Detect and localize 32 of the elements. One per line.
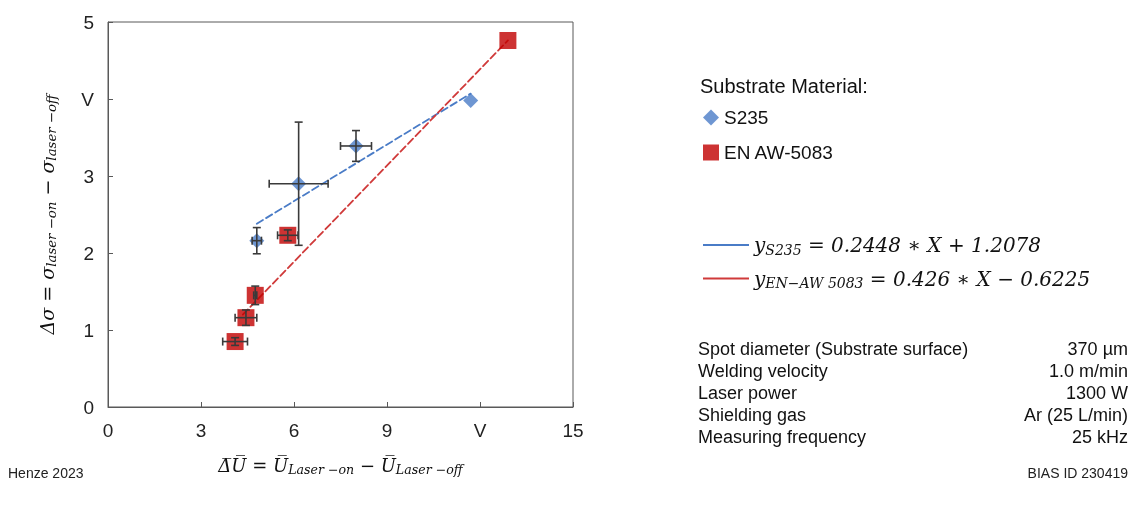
x-tick-label: 0 (102, 420, 114, 441)
text: 25 kHz (1071, 427, 1129, 447)
text: Henze 2023 (8, 465, 84, 481)
y-tick-label: 3 (83, 165, 94, 187)
y-tick-label: V (81, 88, 95, 110)
text: Shielding gas (698, 405, 807, 425)
y-tick-label: 5 (83, 11, 94, 33)
x-tick-label: 3 (195, 420, 207, 441)
x-tick-label: 15 (562, 420, 584, 441)
y-tick-label: 0 (83, 396, 94, 418)
x-tick-label: 9 (381, 420, 393, 441)
text: 1300 W (1065, 383, 1129, 403)
text: 1.0 m/min (1048, 361, 1129, 381)
y-tick-label: 1 (83, 319, 94, 341)
x-tick-label: V (473, 420, 487, 441)
legend-label: S235 (724, 107, 769, 128)
text: Welding velocity (698, 361, 828, 381)
text: Measuring frequency (698, 427, 867, 447)
point (499, 31, 517, 49)
x-tick-label: 6 (288, 420, 300, 441)
legend-title: Substrate Material: (700, 75, 868, 97)
legend-label: yEN−AW 5083 = 0.426 ∗ X − 0.6225 (753, 266, 1091, 291)
point (463, 93, 479, 109)
text: 370 µm (1067, 339, 1129, 359)
text: Laser power (698, 383, 798, 403)
text: Spot diameter (Substrate surface) (698, 339, 969, 359)
y-axis-title: Δσ = σlaser −on − σlaser −off (36, 92, 59, 336)
text: Ar (25 L/min) (1023, 405, 1128, 425)
text: BIAS ID 230419 (1027, 465, 1129, 481)
legend-label: yS235 = 0.2448 ∗ X + 1.2078 (753, 233, 1042, 258)
legend-label: EN AW-5083 (724, 142, 833, 163)
y-tick-label: 2 (83, 242, 94, 264)
